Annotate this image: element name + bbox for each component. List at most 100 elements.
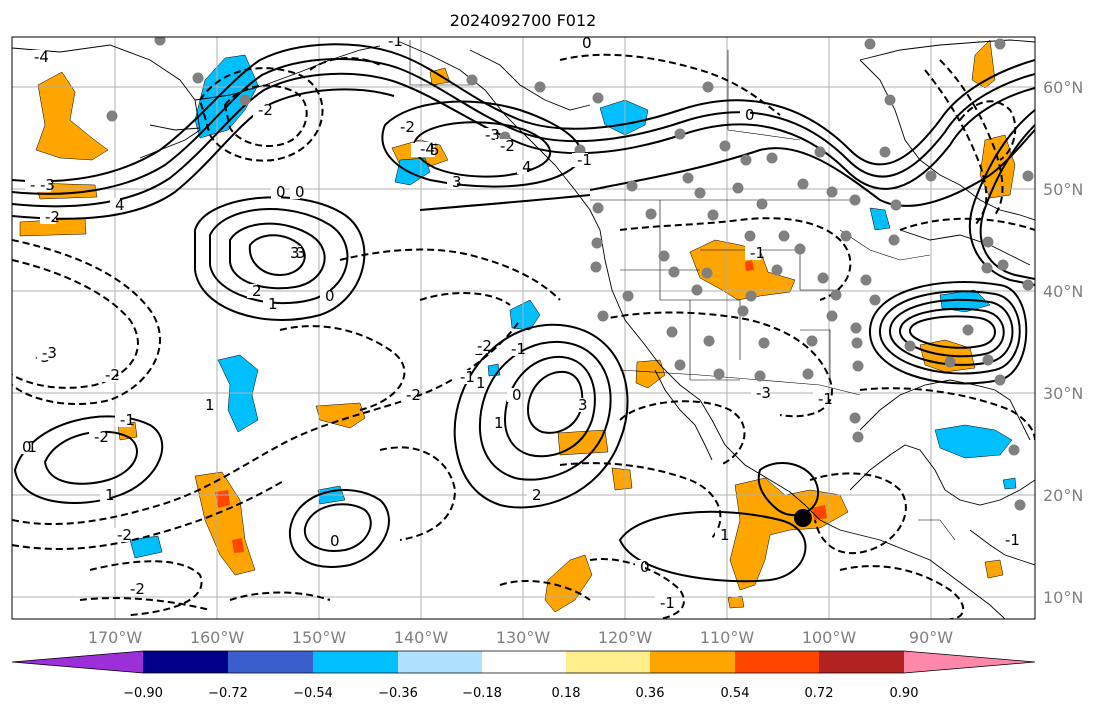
colorbar-extend-left xyxy=(12,651,143,673)
contour-label-bg xyxy=(495,139,511,153)
contour-label: -2 xyxy=(258,101,273,119)
contour-label: -2 xyxy=(105,366,120,384)
colorbar-tick-label: 0.18 xyxy=(552,686,581,701)
colorbar-tick-label: 0.36 xyxy=(636,686,665,701)
contour-label: 2 xyxy=(532,486,542,504)
contour-label-bg xyxy=(395,120,411,134)
political-borders xyxy=(409,40,956,541)
shade-orange-region xyxy=(729,477,849,591)
lon-tick-label: 140°W xyxy=(394,628,449,647)
lon-tick-label: 130°W xyxy=(496,628,551,647)
colorbar-tick-label: −0.36 xyxy=(378,686,418,701)
contour-label-bg xyxy=(751,386,767,400)
contour-label-bg xyxy=(715,528,725,542)
contour-label-bg xyxy=(489,416,499,430)
shade-orange-region xyxy=(727,595,745,609)
contour-label-bg xyxy=(325,534,335,548)
colorbar-tick-label: −0.54 xyxy=(293,686,333,701)
contour-label: 4 xyxy=(522,158,532,176)
contour-label: -2 xyxy=(45,208,60,226)
lon-tick-label: 160°W xyxy=(190,628,245,647)
contour-label: -1 xyxy=(388,32,403,50)
colorbar-segment xyxy=(313,651,398,673)
colorbar-tick-label: 0.90 xyxy=(890,686,919,701)
contour-label: 3 xyxy=(578,396,588,414)
contour-label: 0 xyxy=(22,438,32,456)
shade-blue-region xyxy=(194,54,259,139)
contour-label: 0 xyxy=(745,106,755,124)
contour-label-bg xyxy=(655,596,671,610)
contour-label-bg xyxy=(320,289,330,303)
colorbar-segment xyxy=(143,651,228,673)
contour-label-bg xyxy=(263,297,273,311)
colorbar-tick-label: −0.90 xyxy=(123,686,163,701)
contour-label: -1 xyxy=(750,244,765,262)
contour-label: 3 xyxy=(290,244,300,262)
contour-label: -1 xyxy=(120,411,135,429)
contour-label-bg xyxy=(35,178,51,192)
contour-label-bg xyxy=(507,388,517,402)
contour-label-bg xyxy=(383,37,399,48)
shade-orange-region xyxy=(611,467,633,491)
contour-label: -4 xyxy=(34,48,49,66)
contour-label-bg xyxy=(100,488,110,502)
contour-label: 0 xyxy=(640,558,650,576)
contour-label-bg xyxy=(635,560,645,574)
colorbar: −0.90 −0.72 −0.54 −0.36 −0.18 0.18 0.36 … xyxy=(11,650,1036,701)
contour-label-bg xyxy=(40,210,56,224)
contour-label-bg xyxy=(745,246,761,260)
contour-label: 1 xyxy=(205,396,215,414)
colorbar-segment xyxy=(650,651,735,673)
contour-label-bg xyxy=(110,198,120,212)
contour-label: 1 xyxy=(105,486,115,504)
lat-tick-label: 40°N xyxy=(1043,282,1083,301)
map-title: 2024092700 F012 xyxy=(450,11,597,30)
contour-label-bg xyxy=(572,153,588,167)
shade-blue-region xyxy=(129,535,163,559)
lon-tick-label: 150°W xyxy=(292,628,347,647)
colorbar-outline xyxy=(11,650,1036,674)
contour-label-bg xyxy=(527,488,537,502)
contour-label: -1 xyxy=(818,390,833,408)
contour-label-bg xyxy=(112,528,128,542)
contour-label-bg xyxy=(472,339,488,353)
lon-tick-label: 170°W xyxy=(88,628,143,647)
shade-red-region xyxy=(232,538,244,553)
contour-label: 4 xyxy=(115,196,125,214)
contour-label: 2 xyxy=(252,282,262,300)
map-frame xyxy=(11,36,1036,620)
contour-label-bg xyxy=(271,185,281,199)
colorbar-tick-label: 0.54 xyxy=(721,686,750,701)
contour-label: 5 xyxy=(430,141,440,159)
contour-label: -1 xyxy=(1005,531,1020,549)
lat-tick-label: 30°N xyxy=(1043,384,1083,403)
shade-orange-region xyxy=(979,134,1016,199)
contour-label: -4 xyxy=(420,140,435,158)
lat-tick-label: 50°N xyxy=(1043,180,1083,199)
contour-label: -1 xyxy=(460,368,475,386)
shade-orange-region xyxy=(35,71,109,161)
contour-label: -2 xyxy=(94,428,109,446)
contour-label-bg xyxy=(813,392,829,406)
contour-label-bg xyxy=(285,246,295,260)
contour-label: -2 xyxy=(117,526,132,544)
contour-label: 3 xyxy=(296,244,306,262)
station-dots xyxy=(106,37,1034,511)
contour-label-bg xyxy=(577,37,587,50)
contour-label-bg xyxy=(29,50,45,64)
lon-tick-label: 120°W xyxy=(598,628,653,647)
contour-label: -1 xyxy=(577,151,592,169)
colorbar-segment xyxy=(566,651,650,673)
contour-label-bg xyxy=(253,103,269,117)
contour-label: 1 xyxy=(494,414,504,432)
contour-label-bg xyxy=(480,128,496,142)
contour-label: -3 xyxy=(40,176,55,194)
shade-orange-region xyxy=(984,559,1004,579)
contour-label: -3 xyxy=(756,384,771,402)
contour-label: 0 xyxy=(582,34,592,52)
contour-label: -1 xyxy=(660,594,675,612)
contour-label-bg xyxy=(471,376,481,390)
contour-label-bg xyxy=(506,342,522,356)
colorbar-segment xyxy=(228,651,313,673)
contour-label: 3 xyxy=(452,173,462,191)
